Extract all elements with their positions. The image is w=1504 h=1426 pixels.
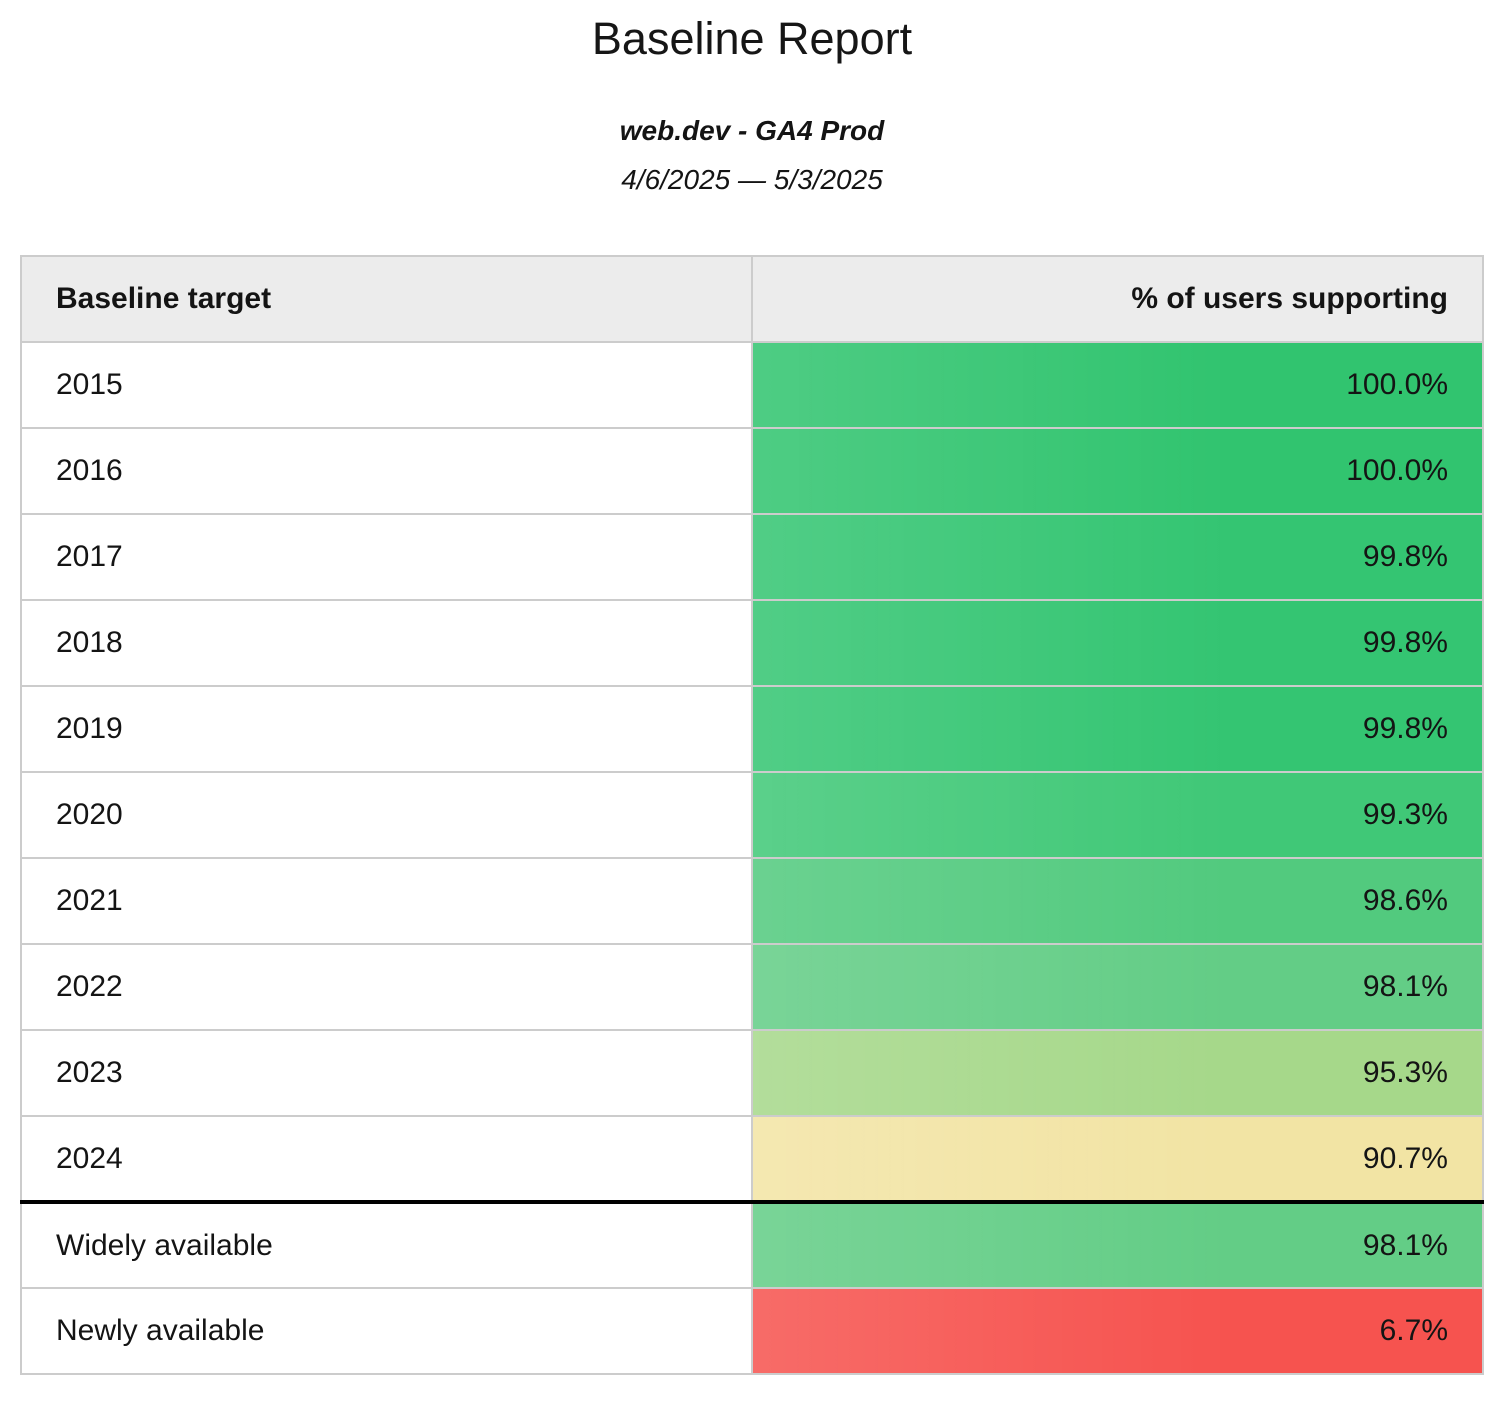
percent-cell: 98.1% [751,1200,1484,1290]
table-body: 2015 100.0% 2016 100.0% 2017 99.8% 2018 … [20,341,1484,1376]
baseline-table-container: Baseline target % of users supporting 20… [20,255,1484,1376]
table-row: 2020 99.3% [20,771,1484,860]
table-row: 2015 100.0% [20,341,1484,430]
baseline-target-cell: Widely available [20,1200,753,1290]
percent-cell: 98.1% [751,943,1484,1032]
report-subtitle: web.dev - GA4 Prod [619,115,885,146]
baseline-target-cell: 2015 [20,341,753,430]
baseline-table: Baseline target % of users supporting 20… [20,255,1484,1376]
table-row: 2023 95.3% [20,1029,1484,1118]
baseline-target-cell: 2017 [20,513,753,602]
percent-cell: 99.8% [751,685,1484,774]
table-row: 2016 100.0% [20,427,1484,516]
report-date-range: 4/6/2025 — 5/3/2025 [621,163,883,195]
table-row: 2021 98.6% [20,857,1484,946]
table-row: Newly available 6.7% [20,1287,1484,1376]
table-row: Widely available 98.1% [20,1200,1484,1290]
percent-cell: 99.3% [751,771,1484,860]
baseline-target-cell: Newly available [20,1287,753,1376]
percent-cell: 100.0% [751,427,1484,516]
table-row: 2017 99.8% [20,513,1484,602]
percent-cell: 90.7% [751,1115,1484,1204]
column-header-baseline-target: Baseline target [20,255,753,344]
baseline-target-cell: 2024 [20,1115,753,1204]
baseline-target-cell: 2021 [20,857,753,946]
table-row: 2022 98.1% [20,943,1484,1032]
table-row: 2018 99.8% [20,599,1484,688]
table-header: Baseline target % of users supporting [20,255,1484,344]
percent-cell: 95.3% [751,1029,1484,1118]
column-header-percent-supporting: % of users supporting [751,255,1484,344]
percent-cell: 100.0% [751,341,1484,430]
percent-cell: 6.7% [751,1287,1484,1376]
baseline-target-cell: 2016 [20,427,753,516]
baseline-target-cell: 2019 [20,685,753,774]
table-header-row: Baseline target % of users supporting [20,255,1484,344]
percent-cell: 98.6% [751,857,1484,946]
baseline-target-cell: 2018 [20,599,753,688]
percent-cell: 99.8% [751,599,1484,688]
baseline-target-cell: 2022 [20,943,753,1032]
table-row: 2019 99.8% [20,685,1484,774]
baseline-target-cell: 2020 [20,771,753,860]
page-title: Baseline Report [591,13,913,64]
table-row: 2024 90.7% [20,1115,1484,1204]
baseline-target-cell: 2023 [20,1029,753,1118]
percent-cell: 99.8% [751,513,1484,602]
